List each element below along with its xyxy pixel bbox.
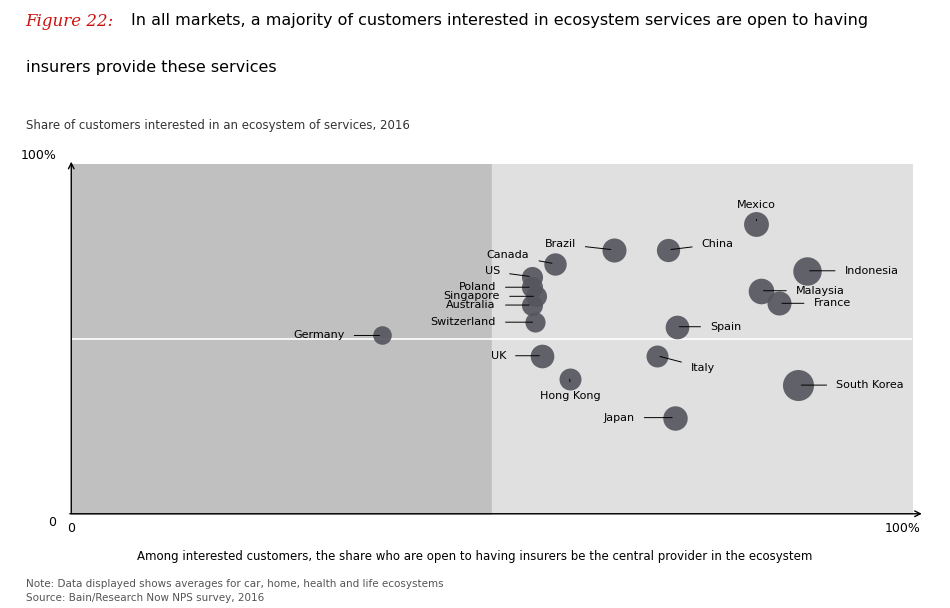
Text: Switzerland: Switzerland: [430, 317, 533, 327]
Point: [528, 291, 543, 301]
Point: [374, 331, 390, 340]
Text: Japan: Japan: [603, 413, 673, 423]
Point: [660, 245, 675, 255]
Text: 100%: 100%: [20, 150, 56, 162]
Point: [606, 245, 621, 255]
Text: Share of customers interested in an ecosystem of services, 2016: Share of customers interested in an ecos…: [26, 119, 409, 132]
Text: China: China: [671, 239, 733, 249]
Point: [753, 286, 769, 295]
Point: [547, 259, 562, 269]
Text: Australia: Australia: [446, 300, 529, 310]
Text: Spain: Spain: [679, 322, 741, 332]
Text: 0: 0: [67, 522, 75, 536]
Text: South Korea: South Korea: [801, 380, 904, 390]
Point: [524, 282, 540, 292]
Point: [650, 351, 665, 361]
Text: Indonesia: Indonesia: [809, 266, 899, 276]
Point: [791, 380, 807, 390]
Text: 0: 0: [48, 516, 56, 528]
Point: [528, 317, 543, 327]
Text: UK: UK: [490, 351, 540, 361]
Text: France: France: [782, 299, 851, 308]
Text: Malaysia: Malaysia: [764, 286, 845, 295]
Point: [524, 272, 540, 282]
Point: [749, 219, 764, 229]
Text: Note: Data displayed shows averages for car, home, health and life ecosystems: Note: Data displayed shows averages for …: [26, 579, 444, 589]
Text: 100%: 100%: [884, 522, 921, 536]
Text: insurers provide these services: insurers provide these services: [26, 60, 276, 75]
Text: Singapore: Singapore: [444, 291, 533, 302]
Text: Brazil: Brazil: [544, 239, 611, 249]
Point: [524, 300, 540, 310]
Text: Germany: Germany: [294, 331, 380, 340]
Text: Figure 22:: Figure 22:: [26, 13, 114, 30]
Text: Source: Bain/Research Now NPS survey, 2016: Source: Bain/Research Now NPS survey, 20…: [26, 593, 264, 603]
Text: In all markets, a majority of customers interested in ecosystem services are ope: In all markets, a majority of customers …: [131, 13, 868, 28]
Point: [669, 322, 684, 331]
Point: [562, 375, 578, 384]
Point: [799, 266, 814, 275]
Text: Poland: Poland: [459, 282, 529, 292]
Text: Hong Kong: Hong Kong: [540, 379, 600, 401]
Text: Mexico: Mexico: [737, 199, 776, 221]
Point: [771, 299, 787, 308]
Point: [667, 413, 682, 423]
Text: Among interested customers, the share who are open to having insurers be the cen: Among interested customers, the share wh…: [138, 550, 812, 563]
Point: [535, 351, 550, 361]
Text: US: US: [484, 266, 529, 277]
Text: Italy: Italy: [660, 356, 715, 373]
Text: Canada: Canada: [486, 250, 552, 263]
